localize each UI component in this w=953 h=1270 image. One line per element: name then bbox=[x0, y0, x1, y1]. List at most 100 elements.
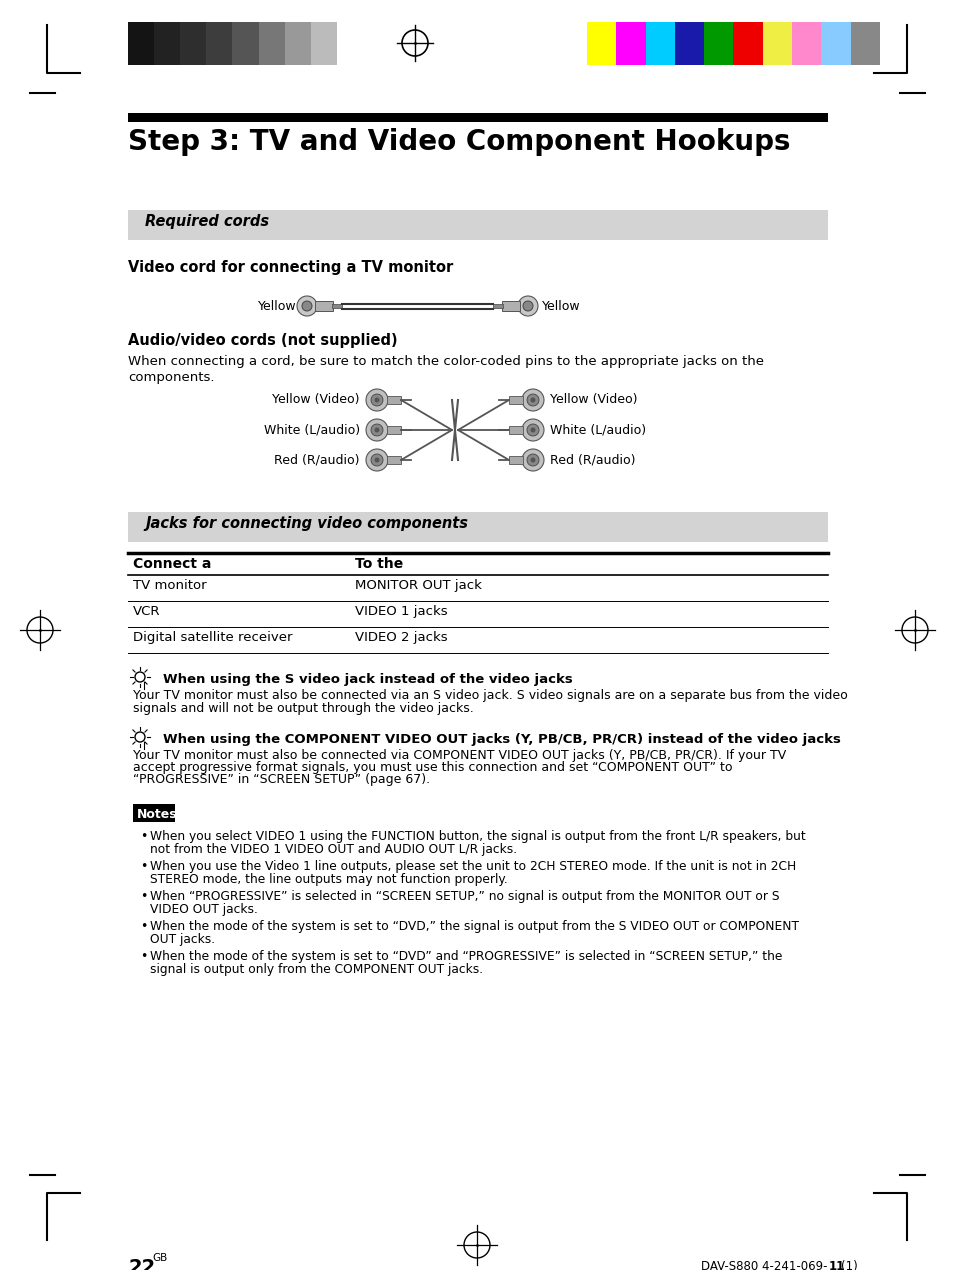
Bar bbox=[493, 304, 502, 309]
Bar bbox=[674, 22, 703, 65]
Bar bbox=[314, 301, 333, 311]
Circle shape bbox=[375, 398, 379, 403]
Text: Yellow: Yellow bbox=[541, 300, 580, 312]
Text: Red (R/audio): Red (R/audio) bbox=[550, 453, 635, 466]
Text: When the mode of the system is set to “DVD” and “PROGRESSIVE” is selected in “SC: When the mode of the system is set to “D… bbox=[150, 950, 781, 963]
Text: •: • bbox=[140, 860, 147, 872]
Bar bbox=[509, 425, 522, 434]
Text: Digital satellite receiver: Digital satellite receiver bbox=[132, 631, 293, 644]
Bar bbox=[586, 22, 616, 65]
Circle shape bbox=[526, 424, 538, 436]
Text: Yellow (Video): Yellow (Video) bbox=[273, 394, 359, 406]
Bar bbox=[128, 113, 827, 122]
Circle shape bbox=[521, 389, 543, 411]
Circle shape bbox=[530, 457, 535, 462]
Text: Video cord for connecting a TV monitor: Video cord for connecting a TV monitor bbox=[128, 260, 453, 276]
Text: Your TV monitor must also be connected via an S video jack. S video signals are : Your TV monitor must also be connected v… bbox=[132, 690, 847, 702]
Text: OUT jacks.: OUT jacks. bbox=[150, 933, 214, 946]
Circle shape bbox=[521, 450, 543, 471]
Text: VIDEO OUT jacks.: VIDEO OUT jacks. bbox=[150, 903, 257, 916]
Text: Required cords: Required cords bbox=[145, 215, 269, 229]
Text: •: • bbox=[140, 890, 147, 903]
Text: (1): (1) bbox=[841, 1260, 857, 1270]
Circle shape bbox=[521, 419, 543, 441]
Bar bbox=[733, 22, 762, 65]
Text: •: • bbox=[140, 831, 147, 843]
Text: When you select VIDEO 1 using the FUNCTION button, the signal is output from the: When you select VIDEO 1 using the FUNCTI… bbox=[150, 831, 805, 843]
Text: Connect a: Connect a bbox=[132, 558, 212, 572]
Bar bbox=[387, 456, 400, 464]
Circle shape bbox=[530, 428, 535, 433]
Circle shape bbox=[371, 394, 382, 406]
Text: Step 3: TV and Video Component Hookups: Step 3: TV and Video Component Hookups bbox=[128, 128, 790, 156]
Circle shape bbox=[296, 296, 316, 316]
Bar bbox=[387, 425, 400, 434]
Bar bbox=[791, 22, 821, 65]
Text: When connecting a cord, be sure to match the color-coded pins to the appropriate: When connecting a cord, be sure to match… bbox=[128, 356, 763, 368]
Bar bbox=[206, 22, 233, 65]
Bar bbox=[154, 22, 180, 65]
Circle shape bbox=[522, 301, 533, 311]
Text: STEREO mode, the line outputs may not function properly.: STEREO mode, the line outputs may not fu… bbox=[150, 872, 507, 886]
Text: When “PROGRESSIVE” is selected in “SCREEN SETUP,” no signal is output from the M: When “PROGRESSIVE” is selected in “SCREE… bbox=[150, 890, 779, 903]
Bar bbox=[128, 512, 827, 542]
Text: Notes: Notes bbox=[137, 808, 177, 820]
Bar bbox=[509, 456, 522, 464]
Circle shape bbox=[366, 389, 388, 411]
Bar bbox=[850, 22, 879, 65]
Bar bbox=[616, 22, 645, 65]
Text: Yellow (Video): Yellow (Video) bbox=[550, 394, 637, 406]
Circle shape bbox=[371, 424, 382, 436]
Circle shape bbox=[375, 428, 379, 433]
Text: Audio/video cords (not supplied): Audio/video cords (not supplied) bbox=[128, 333, 397, 348]
Bar bbox=[501, 301, 519, 311]
Bar bbox=[132, 804, 174, 822]
Bar bbox=[703, 22, 733, 65]
Text: White (L/audio): White (L/audio) bbox=[550, 423, 645, 437]
Text: “PROGRESSIVE” in “SCREEN SETUP” (page 67).: “PROGRESSIVE” in “SCREEN SETUP” (page 67… bbox=[132, 773, 430, 786]
Text: Red (R/audio): Red (R/audio) bbox=[274, 453, 359, 466]
Circle shape bbox=[371, 453, 382, 466]
Text: To the: To the bbox=[355, 558, 403, 572]
Bar bbox=[762, 22, 791, 65]
Text: DAV-S880 4-241-069-: DAV-S880 4-241-069- bbox=[700, 1260, 827, 1270]
Circle shape bbox=[526, 394, 538, 406]
Text: signals and will not be output through the video jacks.: signals and will not be output through t… bbox=[132, 702, 474, 715]
Text: MONITOR OUT jack: MONITOR OUT jack bbox=[355, 579, 481, 592]
Text: When the mode of the system is set to “DVD,” the signal is output from the S VID: When the mode of the system is set to “D… bbox=[150, 919, 799, 933]
Text: accept progressive format signals, you must use this connection and set “COMPONE: accept progressive format signals, you m… bbox=[132, 761, 732, 773]
Text: VIDEO 2 jacks: VIDEO 2 jacks bbox=[355, 631, 447, 644]
Text: Jacks for connecting video components: Jacks for connecting video components bbox=[145, 516, 468, 531]
Text: VIDEO 1 jacks: VIDEO 1 jacks bbox=[355, 605, 447, 618]
Bar bbox=[332, 304, 341, 309]
Bar bbox=[180, 22, 206, 65]
Text: Your TV monitor must also be connected via COMPONENT VIDEO OUT jacks (Y, PB/CB, : Your TV monitor must also be connected v… bbox=[132, 749, 785, 762]
Text: •: • bbox=[140, 919, 147, 933]
Text: 11: 11 bbox=[828, 1260, 844, 1270]
Text: When you use the Video 1 line outputs, please set the unit to 2CH STEREO mode. I: When you use the Video 1 line outputs, p… bbox=[150, 860, 796, 872]
Bar bbox=[128, 210, 827, 240]
Text: When using the S video jack instead of the video jacks: When using the S video jack instead of t… bbox=[163, 673, 572, 686]
Bar bbox=[387, 396, 400, 404]
Circle shape bbox=[302, 301, 312, 311]
Text: GB: GB bbox=[152, 1253, 167, 1262]
Text: components.: components. bbox=[128, 371, 214, 384]
Bar bbox=[509, 396, 522, 404]
Bar bbox=[284, 22, 311, 65]
Text: TV monitor: TV monitor bbox=[132, 579, 207, 592]
Bar bbox=[645, 22, 674, 65]
Text: White (L/audio): White (L/audio) bbox=[264, 423, 359, 437]
Circle shape bbox=[517, 296, 537, 316]
Bar bbox=[311, 22, 336, 65]
Circle shape bbox=[366, 450, 388, 471]
Circle shape bbox=[366, 419, 388, 441]
Circle shape bbox=[526, 453, 538, 466]
Bar bbox=[821, 22, 850, 65]
Text: 22: 22 bbox=[128, 1259, 155, 1270]
Bar bbox=[336, 22, 363, 65]
Text: •: • bbox=[140, 950, 147, 963]
Text: signal is output only from the COMPONENT OUT jacks.: signal is output only from the COMPONENT… bbox=[150, 963, 482, 977]
Text: VCR: VCR bbox=[132, 605, 160, 618]
Text: When using the COMPONENT VIDEO OUT jacks (Y, PB/CB, PR/CR) instead of the video : When using the COMPONENT VIDEO OUT jacks… bbox=[163, 733, 840, 745]
Circle shape bbox=[375, 457, 379, 462]
